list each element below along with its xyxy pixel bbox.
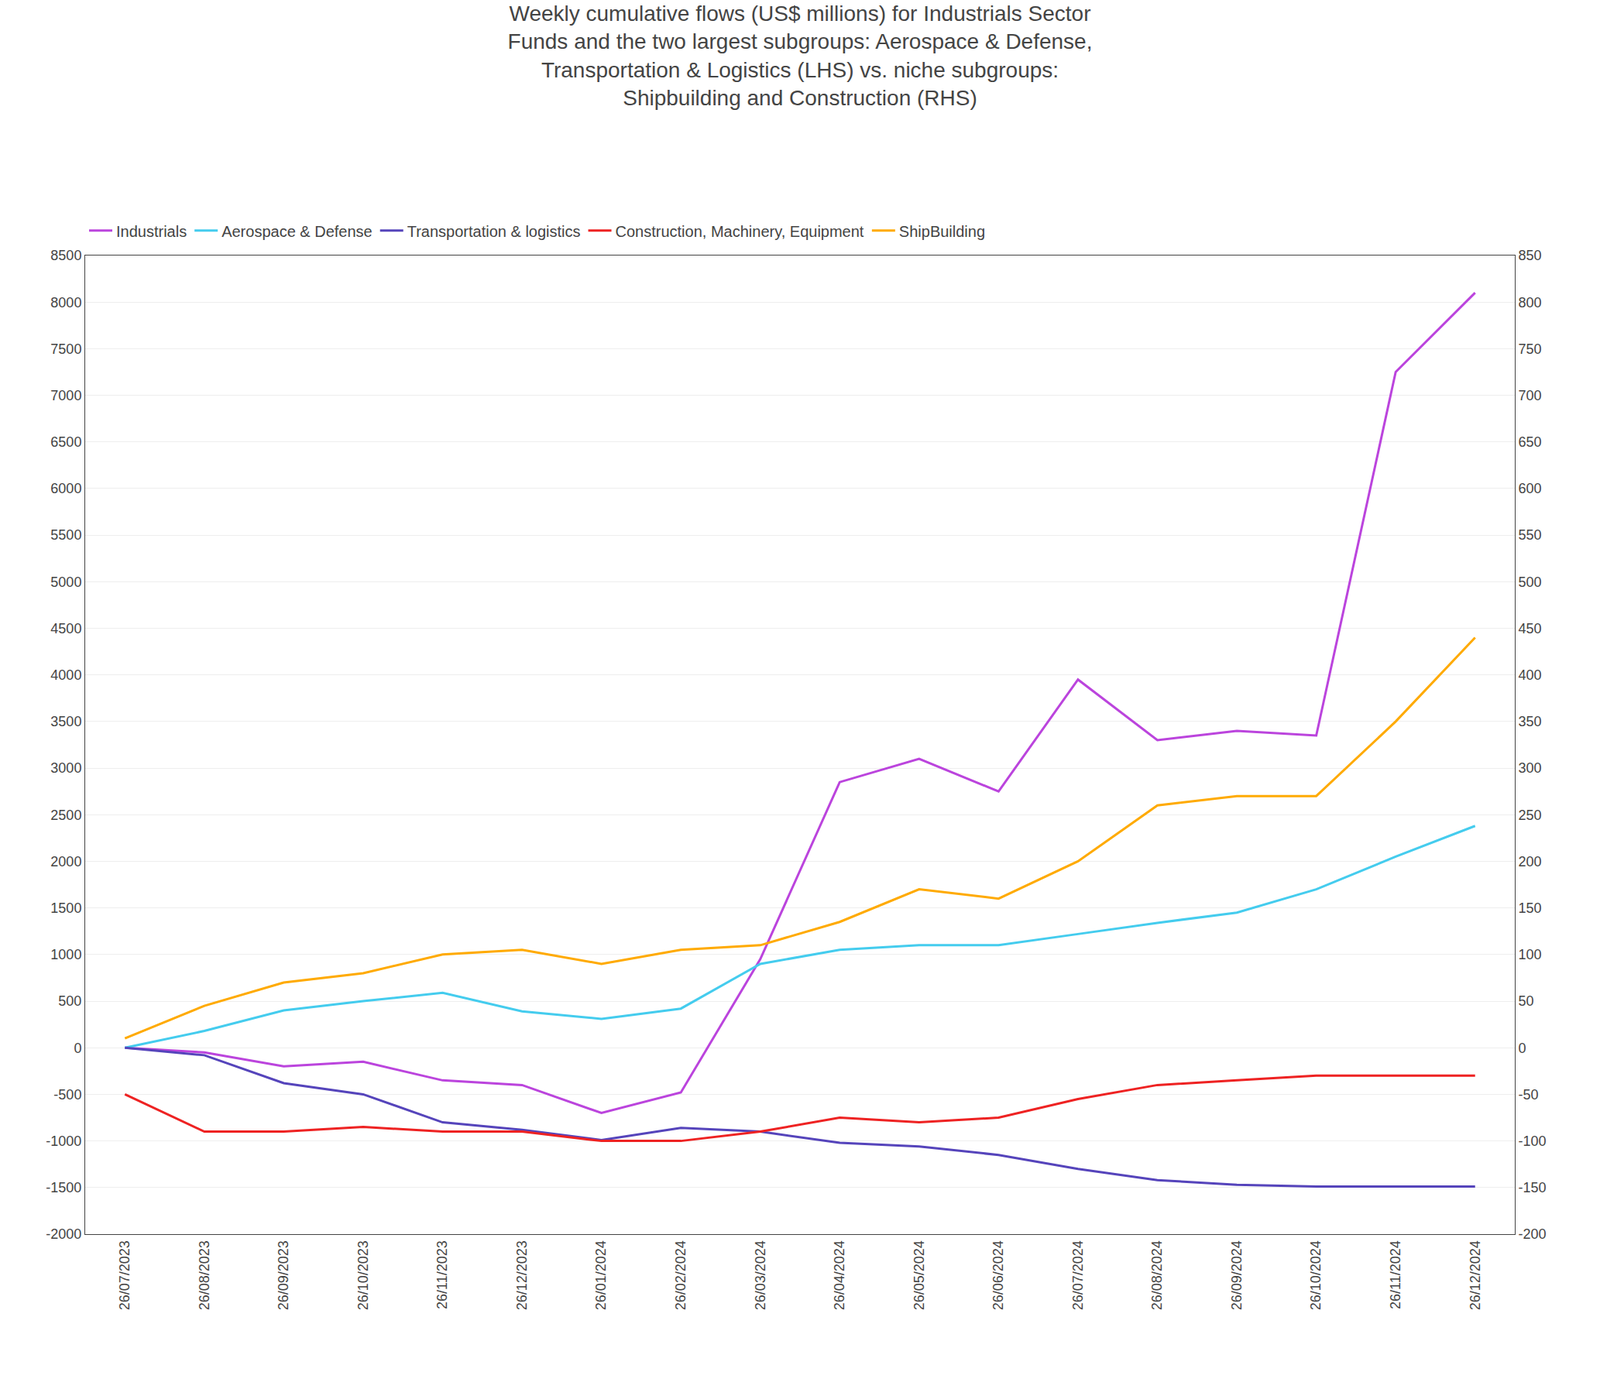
svg-text:26/06/2024: 26/06/2024: [990, 1240, 1007, 1311]
svg-text:-100: -100: [1518, 1133, 1547, 1150]
svg-text:1000: 1000: [50, 947, 82, 963]
svg-text:7000: 7000: [50, 387, 82, 404]
svg-text:300: 300: [1518, 760, 1542, 776]
svg-text:ShipBuilding: ShipBuilding: [899, 223, 986, 241]
svg-text:-150: -150: [1518, 1180, 1547, 1196]
svg-text:-1500: -1500: [45, 1180, 82, 1196]
svg-text:26/12/2023: 26/12/2023: [514, 1240, 530, 1311]
svg-text:4500: 4500: [50, 621, 82, 637]
svg-text:26/09/2024: 26/09/2024: [1229, 1240, 1245, 1311]
svg-text:0: 0: [73, 1040, 82, 1057]
svg-text:400: 400: [1518, 667, 1542, 684]
svg-text:100: 100: [1518, 947, 1542, 963]
svg-text:Aerospace & Defense: Aerospace & Defense: [221, 223, 373, 241]
svg-text:Transportation & logistics: Transportation & logistics: [407, 223, 581, 241]
svg-text:26/05/2024: 26/05/2024: [911, 1240, 928, 1311]
svg-text:26/10/2024: 26/10/2024: [1308, 1240, 1324, 1311]
svg-text:26/04/2024: 26/04/2024: [831, 1240, 848, 1311]
svg-text:26/03/2024: 26/03/2024: [752, 1240, 769, 1311]
svg-text:-50: -50: [1518, 1087, 1539, 1103]
svg-text:26/09/2023: 26/09/2023: [275, 1240, 292, 1311]
svg-text:700: 700: [1518, 387, 1542, 404]
svg-text:2000: 2000: [50, 854, 82, 870]
svg-text:650: 650: [1518, 434, 1542, 450]
svg-text:6500: 6500: [50, 434, 82, 450]
svg-text:250: 250: [1518, 807, 1542, 824]
svg-text:5000: 5000: [50, 574, 82, 591]
svg-text:2500: 2500: [50, 807, 82, 824]
svg-text:800: 800: [1518, 294, 1542, 310]
svg-text:8500: 8500: [50, 247, 82, 264]
svg-text:26/10/2023: 26/10/2023: [355, 1240, 371, 1311]
svg-text:500: 500: [1518, 574, 1542, 591]
svg-text:750: 750: [1518, 341, 1542, 358]
svg-text:0: 0: [1518, 1040, 1527, 1057]
svg-text:350: 350: [1518, 714, 1542, 730]
svg-text:Weekly cumulative flows (US$ m: Weekly cumulative flows (US$ millions) f…: [508, 1, 1093, 110]
svg-text:8000: 8000: [50, 294, 82, 310]
svg-text:4000: 4000: [50, 667, 82, 684]
svg-text:3500: 3500: [50, 714, 82, 730]
svg-text:26/07/2023: 26/07/2023: [116, 1240, 133, 1311]
svg-text:26/11/2023: 26/11/2023: [434, 1240, 450, 1310]
svg-text:26/08/2024: 26/08/2024: [1149, 1240, 1165, 1311]
svg-text:450: 450: [1518, 621, 1542, 637]
svg-text:200: 200: [1518, 854, 1542, 870]
svg-text:600: 600: [1518, 480, 1542, 497]
svg-text:550: 550: [1518, 527, 1542, 543]
svg-text:26/07/2024: 26/07/2024: [1070, 1240, 1086, 1311]
svg-text:6000: 6000: [50, 480, 82, 497]
svg-text:Construction, Machinery, Equip: Construction, Machinery, Equipment: [615, 223, 865, 241]
svg-text:26/02/2024: 26/02/2024: [672, 1240, 689, 1311]
svg-text:-500: -500: [53, 1087, 82, 1103]
svg-text:5500: 5500: [50, 527, 82, 543]
svg-text:26/01/2024: 26/01/2024: [593, 1240, 609, 1311]
svg-text:500: 500: [58, 993, 82, 1010]
svg-text:-1000: -1000: [45, 1133, 82, 1150]
svg-text:50: 50: [1518, 993, 1535, 1010]
svg-text:26/12/2024: 26/12/2024: [1467, 1240, 1484, 1311]
svg-text:7500: 7500: [50, 341, 82, 358]
svg-text:26/08/2023: 26/08/2023: [196, 1240, 213, 1311]
svg-text:850: 850: [1518, 247, 1542, 264]
svg-text:26/11/2024: 26/11/2024: [1387, 1240, 1404, 1310]
svg-text:-200: -200: [1518, 1226, 1547, 1243]
svg-text:Industrials: Industrials: [116, 223, 187, 241]
svg-text:3000: 3000: [50, 760, 82, 776]
svg-text:-2000: -2000: [45, 1226, 82, 1243]
svg-text:1500: 1500: [50, 900, 82, 917]
svg-text:150: 150: [1518, 900, 1542, 917]
